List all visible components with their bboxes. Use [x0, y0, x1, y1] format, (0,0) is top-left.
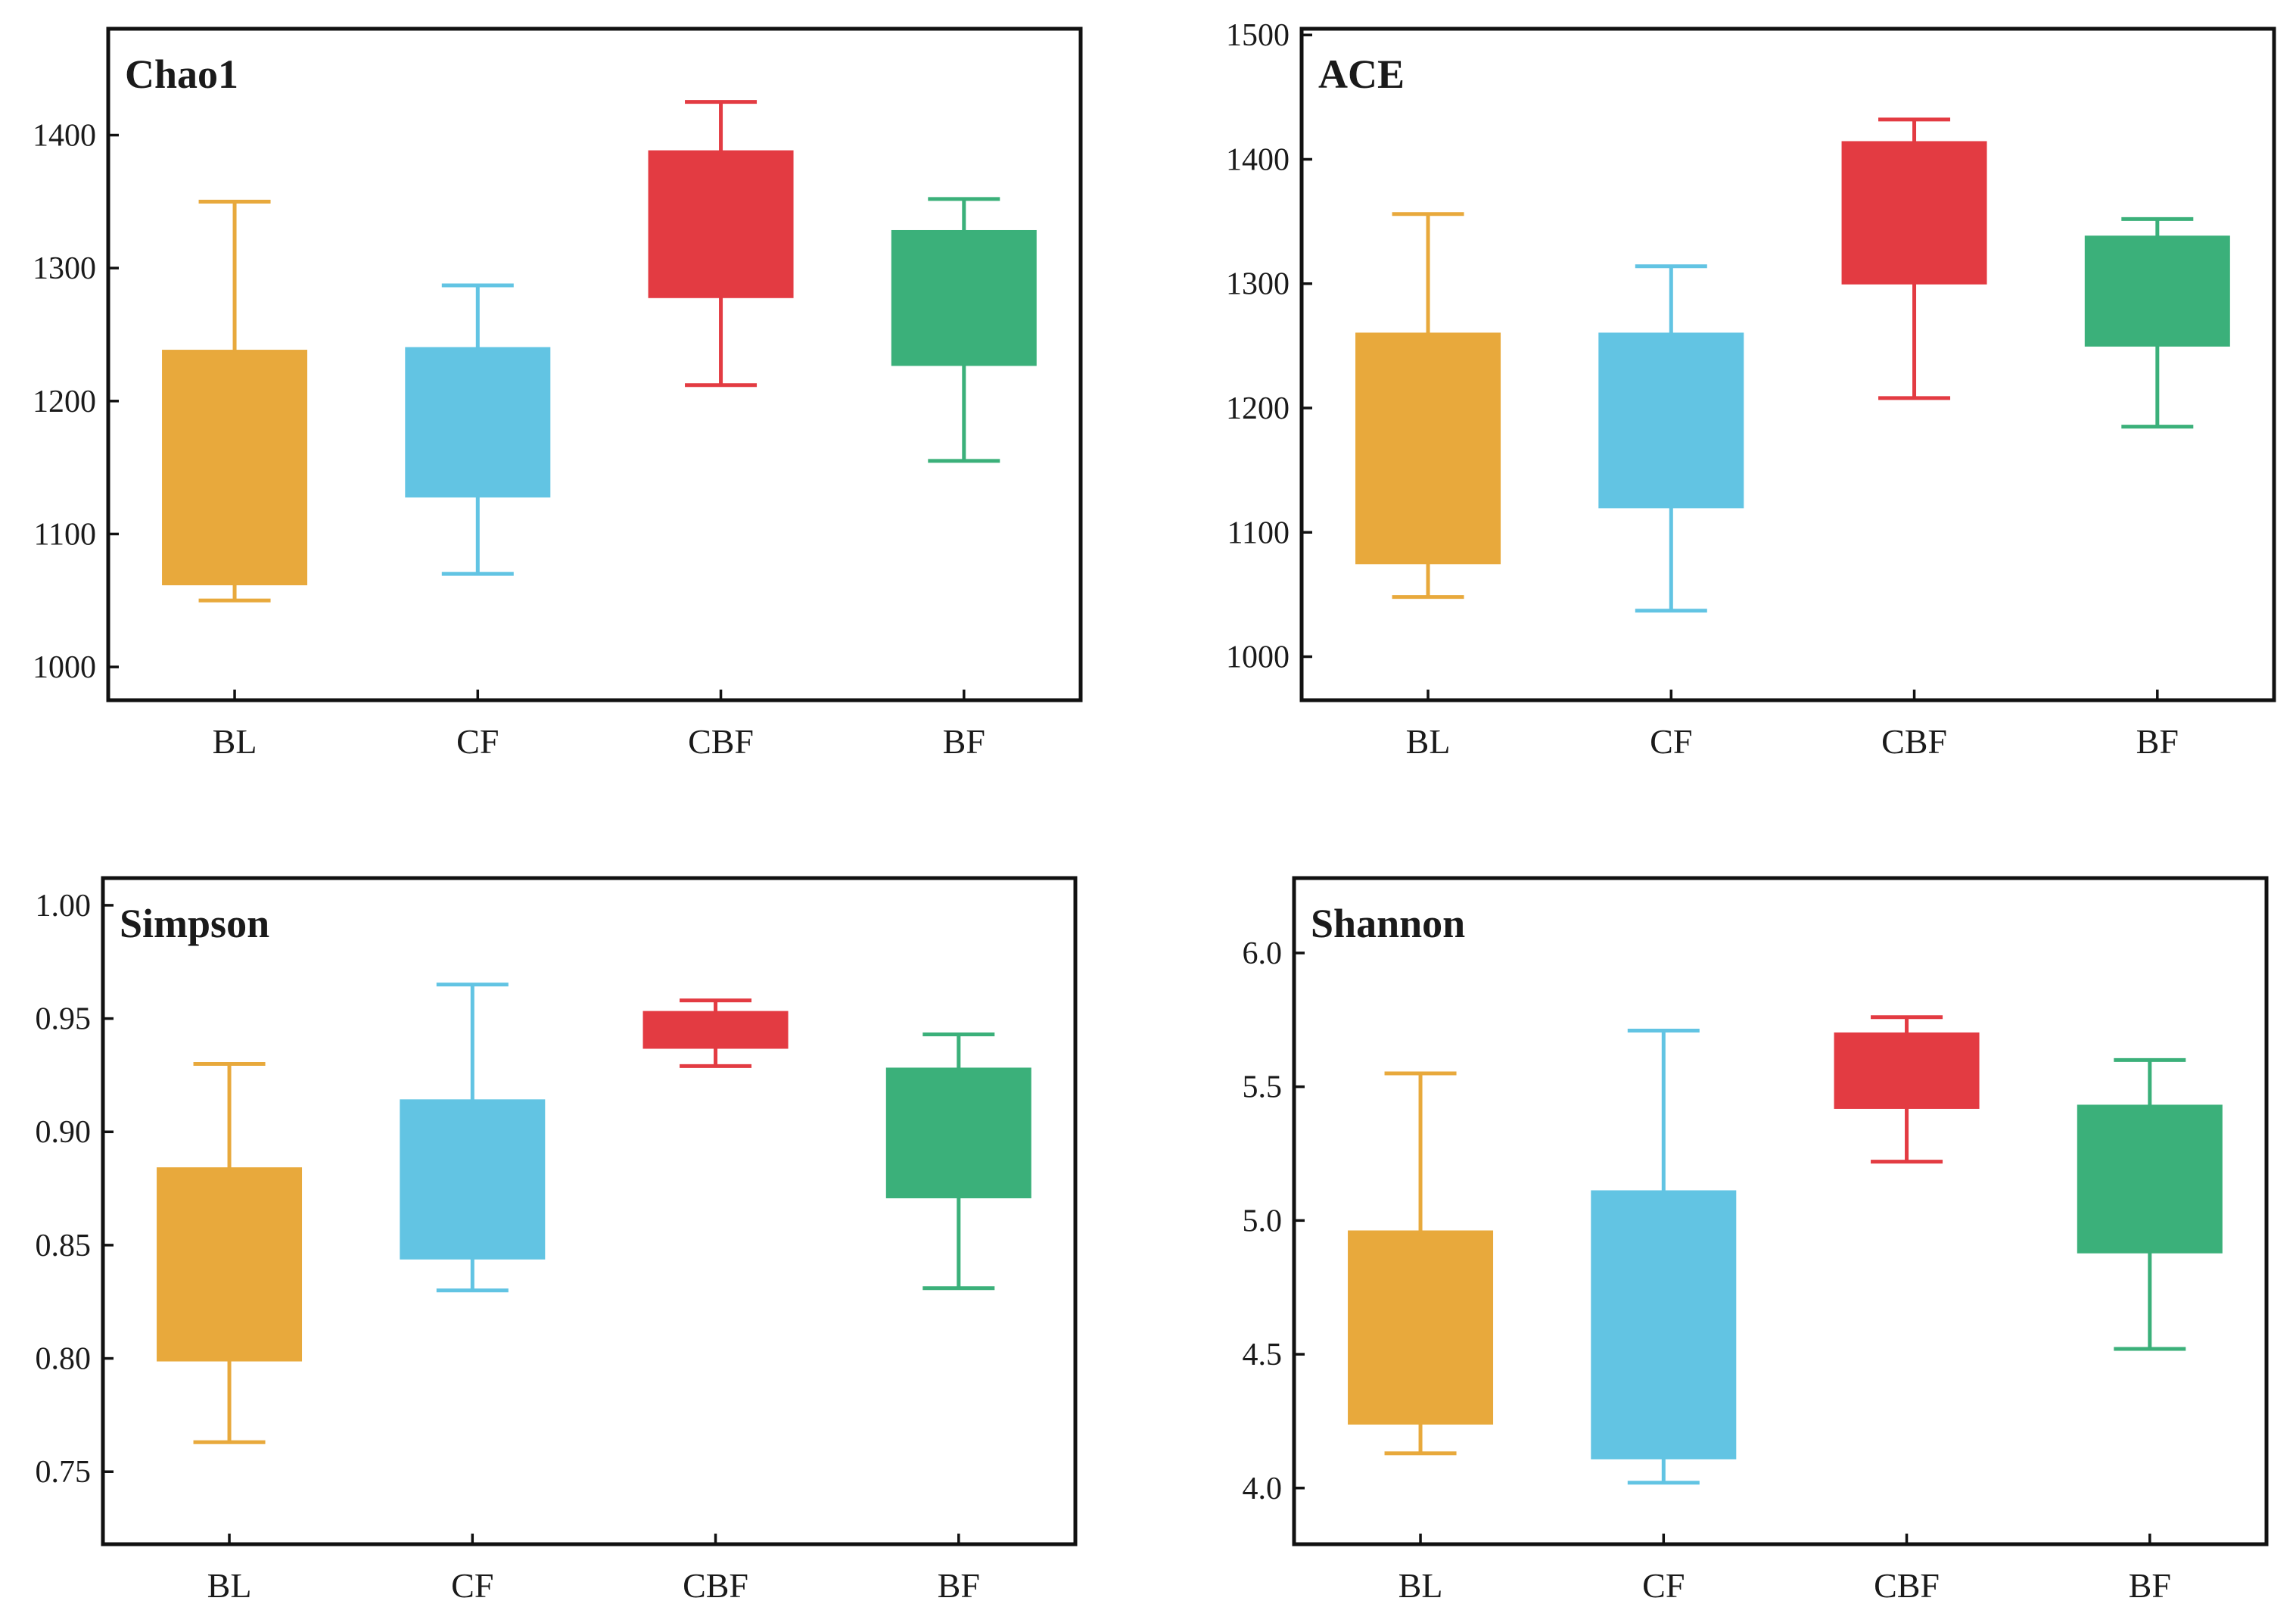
- iqr-box: [885, 1067, 1031, 1199]
- y-tick-label: 1100: [1227, 515, 1290, 550]
- x-tick-label: BF: [943, 722, 985, 761]
- iqr-box: [1834, 1032, 1980, 1109]
- plot-frame: [101, 876, 1078, 1546]
- y-tick-label: 1300: [33, 251, 96, 286]
- iqr-box: [2084, 235, 2230, 347]
- iqr-box: [642, 1011, 789, 1049]
- x-tick-label: BL: [213, 722, 257, 761]
- iqr-box: [2077, 1104, 2223, 1254]
- y-tick-label: 1.00: [36, 889, 92, 923]
- y-tick-label: 5.0: [1243, 1204, 1283, 1238]
- y-tick-label: 0.90: [36, 1115, 92, 1150]
- iqr-box: [891, 229, 1037, 366]
- x-tick-label: BF: [938, 1566, 980, 1604]
- iqr-box: [648, 150, 794, 298]
- y-tick-label: 0.85: [36, 1229, 92, 1263]
- box-cf: [405, 283, 551, 576]
- panel-chao1: Chao1 1000 1100 1200 1300 1400 BL CF CBF BF: [33, 26, 1083, 761]
- y-tick-label: 0.95: [36, 1002, 92, 1037]
- iqr-box: [157, 1167, 303, 1362]
- x-tick-label: CF: [451, 1566, 493, 1604]
- box-bl: [1348, 1071, 1494, 1456]
- x-tick-label: BL: [1398, 1566, 1443, 1604]
- box-bf: [2077, 1057, 2223, 1351]
- x-tick-label: CF: [1642, 1566, 1685, 1604]
- plot-frame: [106, 26, 1083, 702]
- panel-simpson: Simpson 0.75 0.80 0.85 0.90 0.95 1.00 BL CF CBF BF: [36, 876, 1078, 1604]
- y-tick-label: 1200: [1226, 391, 1290, 426]
- box-bf: [891, 197, 1037, 463]
- iqr-box: [1591, 1190, 1737, 1459]
- box-bf: [885, 1032, 1031, 1291]
- plot-frame: [1292, 876, 2269, 1546]
- iqr-box: [1841, 141, 1987, 285]
- y-tick-label: 1100: [34, 517, 96, 552]
- panels: Chao1 1000 1100 1200 1300 1400 BL CF CBF BF ACE 100…: [33, 18, 2276, 1604]
- y-tick-label: 4.0: [1243, 1472, 1283, 1506]
- x-tick-label: BL: [207, 1566, 252, 1604]
- panel-title: Chao1: [125, 51, 238, 97]
- panel-title: ACE: [1318, 51, 1405, 97]
- box-cbf: [648, 100, 794, 388]
- y-tick-label: 6.0: [1243, 936, 1283, 971]
- y-tick-label: 1400: [1226, 142, 1290, 177]
- iqr-box: [1598, 332, 1744, 509]
- panel-ace: ACE 1000 1100 1200 1300 1400 1500 BL CF CBF BF: [1226, 18, 2276, 761]
- panel-title: Shannon: [1311, 901, 1465, 946]
- x-tick-label: BL: [1406, 722, 1451, 761]
- iqr-box: [1355, 332, 1501, 565]
- box-cbf: [1841, 117, 1987, 400]
- box-bl: [157, 1061, 303, 1444]
- x-tick-label: CBF: [1881, 722, 1947, 761]
- y-tick-label: 5.5: [1243, 1070, 1283, 1105]
- iqr-box: [162, 350, 308, 586]
- box-cf: [1591, 1028, 1737, 1485]
- y-tick-label: 1500: [1226, 18, 1290, 53]
- box-bf: [2084, 216, 2230, 429]
- y-tick-label: 0.80: [36, 1342, 92, 1377]
- box-cf: [1598, 264, 1744, 613]
- iqr-box: [400, 1099, 546, 1260]
- box-cf: [400, 983, 546, 1293]
- panel-shannon: Shannon 4.0 4.5 5.0 5.5 6.0 BL CF CBF BF: [1243, 876, 2269, 1604]
- x-tick-label: CBF: [688, 722, 754, 761]
- box-bl: [1355, 212, 1501, 600]
- y-tick-label: 1000: [33, 650, 96, 685]
- x-tick-label: CBF: [683, 1566, 748, 1604]
- x-tick-label: BF: [2136, 722, 2179, 761]
- y-tick-label: 1200: [33, 385, 96, 419]
- box-cbf: [1834, 1015, 1980, 1164]
- iqr-box: [405, 347, 551, 498]
- box-bl: [162, 199, 308, 603]
- y-tick-label: 1000: [1226, 640, 1290, 675]
- box-cbf: [642, 998, 789, 1068]
- x-tick-label: CBF: [1874, 1566, 1940, 1604]
- y-tick-label: 4.5: [1243, 1338, 1283, 1372]
- y-tick-label: 0.75: [36, 1455, 92, 1490]
- panel-title: Simpson: [120, 901, 269, 946]
- y-tick-label: 1300: [1226, 267, 1290, 302]
- x-tick-label: BF: [2129, 1566, 2171, 1604]
- y-tick-label: 1400: [33, 119, 96, 154]
- x-tick-label: CF: [456, 722, 499, 761]
- x-tick-label: CF: [1650, 722, 1692, 761]
- iqr-box: [1348, 1230, 1494, 1425]
- plot-frame: [1299, 26, 2276, 702]
